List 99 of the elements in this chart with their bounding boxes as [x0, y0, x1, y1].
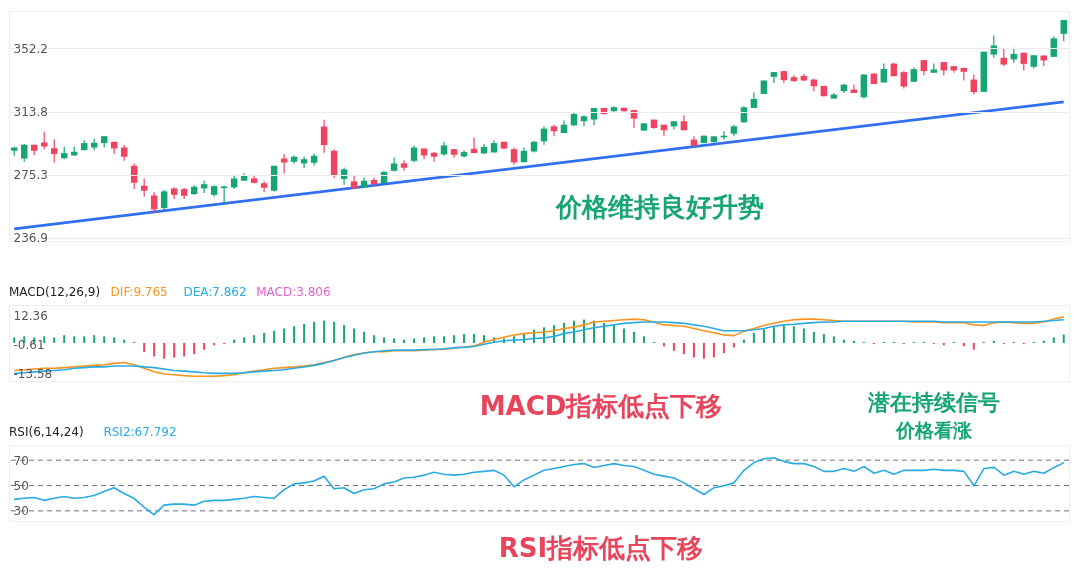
- bar: [273, 330, 276, 343]
- bar: [782, 325, 785, 343]
- y-tick-label: 352.2: [13, 41, 48, 56]
- text: DIF:9.765: [110, 285, 168, 299]
- bar: [163, 343, 166, 359]
- bar: [83, 336, 86, 343]
- bar: [942, 343, 945, 346]
- bar: [173, 343, 176, 358]
- bar: [772, 326, 775, 343]
- bar: [473, 334, 476, 343]
- bar: [313, 321, 316, 343]
- y-tick-label: 313.8: [13, 105, 48, 120]
- bar: [323, 320, 326, 343]
- candlestick: [580, 114, 588, 127]
- y-tick-label: 275.3: [13, 168, 48, 183]
- y-tick-label: 50: [13, 479, 29, 494]
- bar: [1052, 337, 1055, 343]
- bar: [722, 343, 725, 354]
- candlestick: [860, 73, 868, 100]
- bar: [93, 335, 96, 343]
- bar: [253, 335, 256, 343]
- bar: [353, 328, 356, 343]
- bar: [373, 335, 376, 343]
- text: 潜在持续信号: [867, 390, 1000, 415]
- candlestick: [150, 191, 158, 214]
- bar: [992, 340, 995, 343]
- series-label: MACD:3.806: [256, 285, 331, 299]
- candlestick: [160, 189, 168, 211]
- annotation: 价格维持良好升势: [555, 192, 764, 222]
- bar: [692, 343, 695, 358]
- y-tick-label: 30: [13, 504, 29, 519]
- bar: [183, 343, 186, 357]
- bar: [832, 336, 835, 343]
- bar: [343, 325, 346, 343]
- y-tick-label: 12.36: [13, 308, 48, 323]
- bar: [672, 343, 675, 351]
- bar: [642, 336, 645, 343]
- y-tick-label: -0.61: [13, 337, 45, 352]
- bar: [602, 322, 605, 343]
- bar: [762, 328, 765, 343]
- chart-title: RSI(6,14,24): [9, 425, 84, 439]
- bar: [263, 332, 266, 343]
- candlestick: [400, 159, 408, 172]
- bar: [622, 328, 625, 343]
- bar: [53, 337, 56, 343]
- text: DEA:7.862: [183, 285, 247, 299]
- text: RSI2:67.792: [103, 425, 177, 439]
- bar: [113, 337, 116, 343]
- candlestick: [50, 138, 58, 164]
- text: 价格看涨: [895, 419, 973, 441]
- bar: [243, 337, 246, 343]
- bar: [143, 343, 146, 352]
- bar: [712, 343, 715, 358]
- bar: [972, 343, 975, 350]
- bar: [103, 336, 106, 343]
- line-series: [13, 456, 1065, 516]
- bar: [1042, 340, 1045, 343]
- bar: [632, 331, 635, 343]
- bar: [682, 343, 685, 355]
- bar: [293, 326, 296, 343]
- candlestick: [1050, 35, 1058, 58]
- bar: [423, 337, 426, 343]
- bar: [463, 334, 466, 343]
- bar: [612, 325, 615, 343]
- bar: [792, 326, 795, 343]
- y-tick-label: 236.9: [13, 231, 48, 246]
- bar: [812, 331, 815, 343]
- bar: [13, 337, 16, 343]
- bar: [363, 331, 366, 343]
- bar: [822, 334, 825, 343]
- candlestick: [430, 151, 438, 163]
- bar: [383, 337, 386, 343]
- bar: [283, 328, 286, 343]
- candlestick: [260, 180, 268, 193]
- bar: [213, 343, 216, 346]
- bar: [453, 335, 456, 343]
- bar: [1062, 334, 1065, 343]
- bar: [802, 328, 805, 343]
- bar: [443, 336, 446, 343]
- text: MACD指标低点下移: [479, 391, 723, 421]
- candlestick: [140, 177, 148, 198]
- candlestick: [320, 119, 328, 154]
- text: RSI指标低点下移: [498, 533, 704, 563]
- bar: [752, 332, 755, 343]
- chart-title: MACD(12,26,9): [9, 285, 101, 299]
- candlestick: [1060, 19, 1067, 42]
- y-tick-label: 70: [13, 453, 29, 468]
- bar: [73, 336, 76, 343]
- bar: [193, 343, 196, 355]
- bar: [203, 343, 206, 350]
- candlestick: [770, 71, 778, 84]
- bar: [433, 336, 436, 343]
- bar: [702, 343, 705, 359]
- bar: [333, 321, 336, 343]
- bar: [852, 340, 855, 343]
- bar: [63, 335, 66, 343]
- bar: [43, 336, 46, 343]
- bar: [153, 343, 156, 357]
- bar: [303, 324, 306, 343]
